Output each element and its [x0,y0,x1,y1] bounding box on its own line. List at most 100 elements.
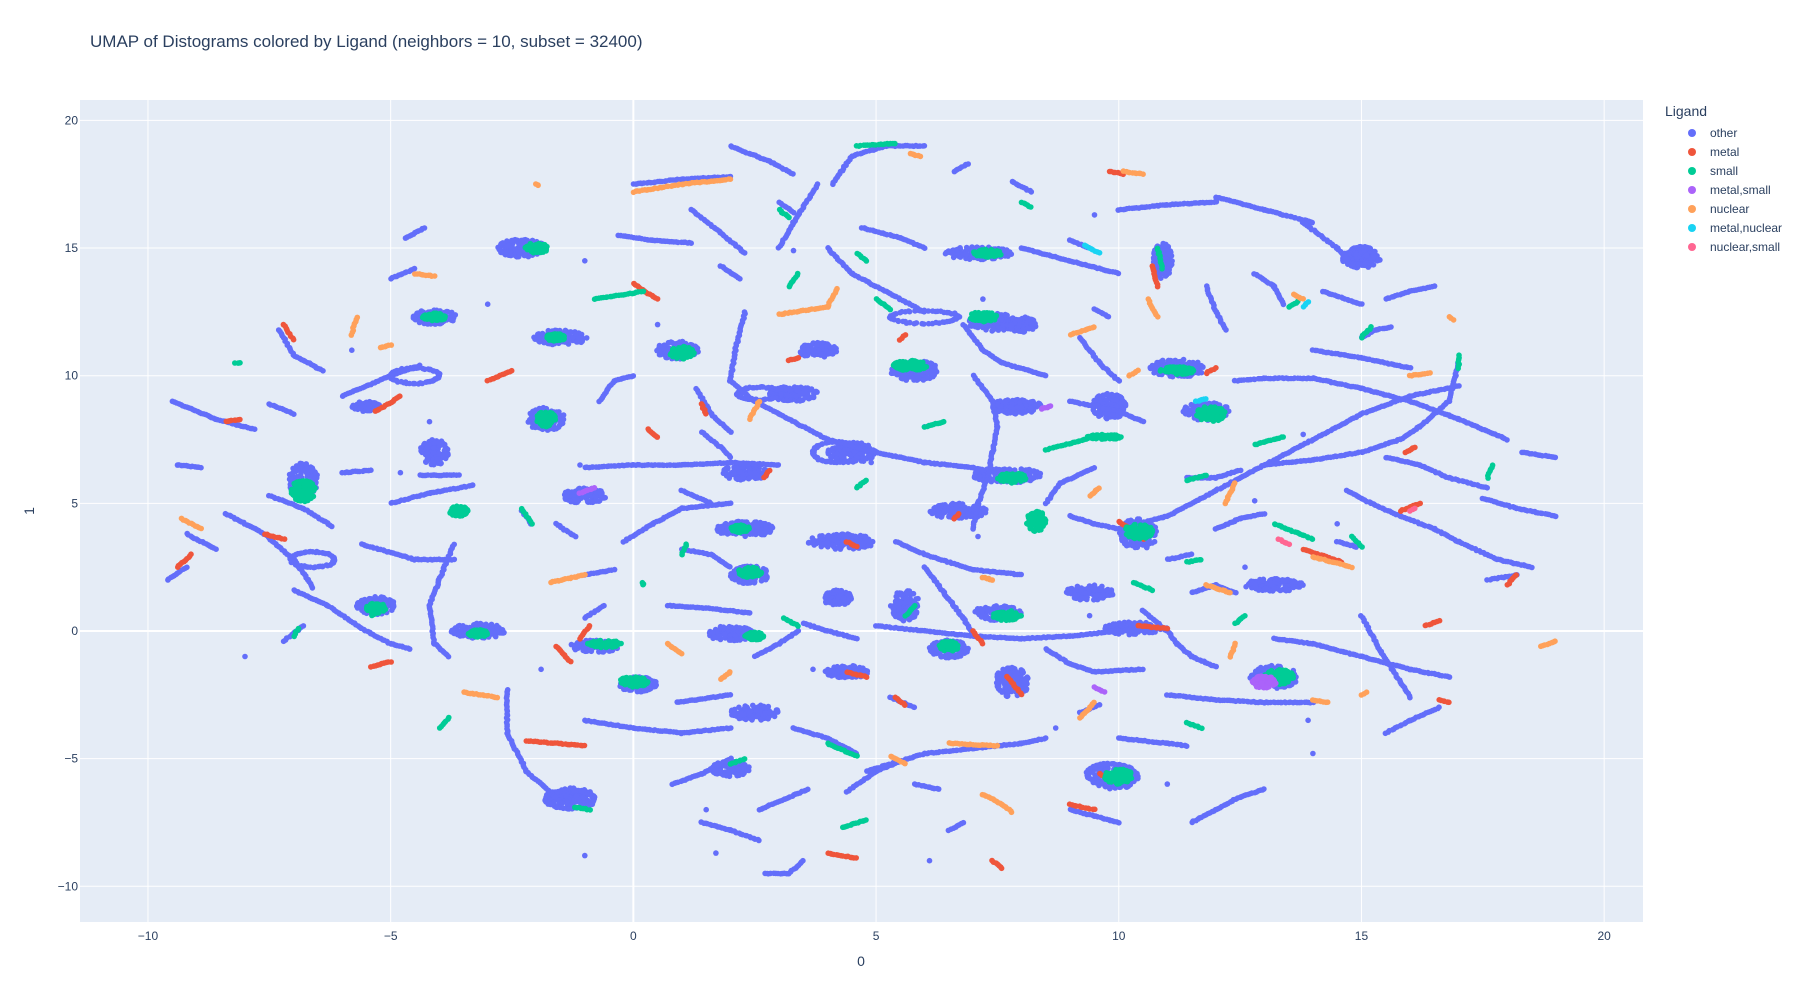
data-point [1278,588,1284,594]
data-point [731,712,737,718]
data-point [949,502,955,508]
data-point [1072,592,1078,598]
data-point [425,444,431,450]
data-point [573,331,579,337]
data-point [955,654,961,660]
data-point [575,498,581,504]
data-point [901,373,907,379]
data-point [944,250,950,256]
data-point [495,625,501,631]
data-point [762,575,768,581]
data-point [972,609,978,615]
data-point [722,632,728,638]
data-point [648,686,654,692]
data-point [456,631,462,637]
data-point [716,525,722,531]
data-point [721,530,727,536]
data-point [1100,592,1106,598]
data-point [710,630,716,636]
data-point [981,507,987,513]
data-point [1135,542,1141,548]
data-point [1282,578,1288,584]
data-point [742,705,748,711]
data-point [1097,587,1103,593]
data-point [1115,393,1121,399]
data-point [1182,409,1188,415]
data-point [503,249,509,255]
data-point [958,254,964,260]
data-point [1028,399,1034,405]
data-point [830,350,836,356]
data-point [423,459,429,465]
data-point [753,522,759,528]
data-point [358,604,364,610]
data-point [568,499,574,505]
data-point [516,249,522,255]
data-point [597,489,603,495]
data-point [718,624,724,630]
data-point [1015,675,1021,681]
data-point [915,376,921,382]
data-point [1021,398,1027,404]
data-point [921,377,927,383]
data-point [853,534,859,540]
data-point [1110,393,1116,399]
data-point [828,668,834,674]
data-point [1009,665,1015,671]
data-point [1122,400,1128,406]
data-point [443,451,449,457]
data-point [522,253,528,259]
data-point [858,533,864,539]
data-point [851,663,857,669]
data-point [1078,587,1084,593]
data-point [811,349,817,355]
data-point [841,595,847,601]
data-point [575,643,581,649]
data-point [954,247,960,253]
data-point [500,627,506,633]
data-point [833,587,839,593]
data-point [666,340,672,346]
data-point [561,417,567,423]
data-point [496,247,502,253]
data-point [450,628,456,634]
data-point [1246,582,1252,588]
data-point [1190,407,1196,413]
data-point [983,327,989,333]
data-point [552,426,558,432]
data-point [500,240,506,246]
data-point [990,326,996,332]
data-point [763,528,769,534]
data-point [516,254,522,260]
data-point [891,606,897,612]
data-point [1003,400,1009,406]
data-point [838,588,844,594]
data-point [1106,588,1112,594]
data-point [996,686,1002,692]
data-point [832,537,838,543]
data-point [1065,587,1071,593]
data-point [817,533,823,539]
data-point [750,703,756,709]
data-point [413,312,419,318]
data-point [979,608,985,614]
data-point [769,524,775,530]
data-point [928,509,934,515]
data-point [1008,404,1014,410]
data-point [814,342,820,348]
data-point [460,624,466,630]
data-point [1094,593,1100,599]
data-point [1003,312,1009,318]
data-point [435,456,441,462]
data-point [368,596,374,602]
data-point [1023,409,1029,415]
data-point [538,336,544,342]
data-point [653,684,659,690]
data-point [509,238,515,244]
data-point [1021,678,1027,684]
data-point [1028,406,1034,412]
data-point [571,489,577,495]
data-point [938,654,944,660]
data-point [1283,588,1289,594]
